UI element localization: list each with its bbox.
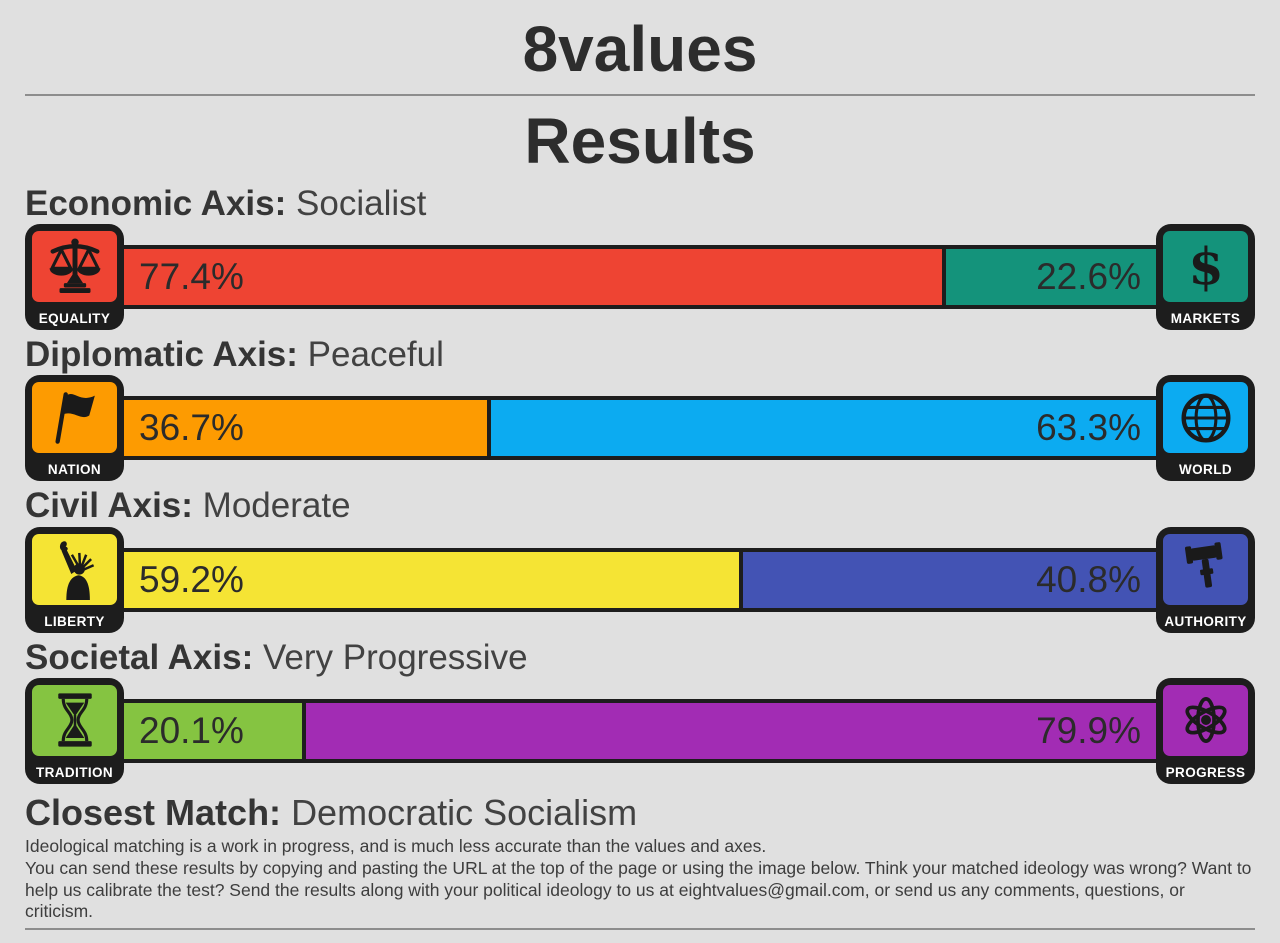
atom-icon [1184,697,1227,744]
nation-label: NATION [47,462,102,478]
markets-label: MARKETS [1170,311,1241,327]
world-icon-panel [1163,382,1248,454]
page-title: 8values [522,13,758,85]
progress-badge: PROGRESS [1156,677,1255,784]
axis-section-economic: Economic Axis: Socialist 77.4% 22.6% [25,184,1255,331]
results-main: Economic Axis: Socialist 77.4% 22.6% [25,184,1255,931]
progress-bar-segment: 79.9% [305,702,1199,759]
title-divider [25,93,1255,96]
flag-icon [54,392,95,444]
axis-heading-economic: Economic Axis: Socialist [25,184,1255,223]
axis-heading-diplomatic: Diplomatic Axis: Peaceful [25,335,1255,374]
dollar-icon: $ [1188,236,1223,296]
diplomatic-bar: 36.7% 63.3% [77,396,1203,461]
axis-section-civil: Civil Axis: Moderate 59.2% 40.8% [25,486,1255,633]
axis-heading-label: Civil Axis: [25,486,193,526]
authority-percent: 40.8% [1036,558,1141,600]
liberty-bar-segment: 59.2% [81,551,743,608]
bottom-divider [25,928,1255,931]
footer-share-instructions: You can send these results by copying an… [25,858,1252,922]
markets-icon-panel: $ [1163,231,1248,303]
footer-disclaimer: Ideological matching is a work in progre… [25,836,767,857]
axis-heading-societal: Societal Axis: Very Progressive [25,638,1255,677]
liberty-percent: 59.2% [139,558,244,600]
progress-label: PROGRESS [1165,764,1246,780]
nation-percent: 36.7% [139,407,244,449]
closest-match-value: Democratic Socialism [291,791,638,833]
equality-icon-panel [32,231,117,303]
axis-bar-row-societal: 20.1% 79.9% [25,677,1255,784]
axis-heading-label: Economic Axis: [25,184,287,224]
closest-match-heading: Closest Match: Democratic Socialism [25,791,1255,833]
scales-icon [49,238,100,293]
markets-percent: 22.6% [1036,256,1141,298]
world-label: WORLD [1179,462,1232,478]
authority-bar-segment: 40.8% [742,551,1199,608]
axis-heading-result: Moderate [202,486,351,526]
equality-bar-segment: 77.4% [81,249,947,306]
authority-icon-panel [1163,533,1248,605]
axis-section-diplomatic: Diplomatic Axis: Peaceful 36.7% 63.3% [25,335,1255,482]
svg-text:$: $ [1188,236,1223,296]
tradition-icon-panel [32,684,117,756]
world-bar-segment: 63.3% [491,400,1199,457]
hourglass-icon [57,693,92,747]
axis-bar-row-diplomatic: 36.7% 63.3% NATION [25,375,1255,482]
axis-heading-result: Socialist [296,184,427,224]
progress-icon-panel [1163,684,1248,756]
authority-badge: AUTHORITY [1156,526,1255,633]
statue-of-liberty-icon [59,541,94,601]
markets-badge: $ MARKETS [1156,224,1255,331]
economic-bar: 77.4% 22.6% [77,245,1203,310]
nation-badge: NATION [25,375,124,482]
axis-section-societal: Societal Axis: Very Progressive 20.1% 79… [25,638,1255,784]
tradition-percent: 20.1% [139,709,244,751]
gavel-icon [1184,542,1223,588]
page-subtitle: Results [524,104,756,177]
axis-bar-row-civil: 59.2% 40.8% [25,526,1255,633]
tradition-label: TRADITION [35,764,114,780]
axis-heading-label: Societal Axis: [25,637,254,677]
axis-heading-civil: Civil Axis: Moderate [25,486,1255,525]
liberty-badge: LIBERTY [25,526,124,633]
equality-percent: 77.4% [139,256,244,298]
equality-label: EQUALITY [38,311,111,327]
progress-percent: 79.9% [1036,709,1141,751]
nation-icon-panel [32,382,117,454]
footer-notes: Ideological matching is a work in progre… [25,836,1255,923]
closest-match-label: Closest Match: [25,791,282,833]
axis-heading-label: Diplomatic Axis: [25,335,298,375]
authority-label: AUTHORITY [1164,613,1247,629]
societal-bar: 20.1% 79.9% [77,698,1203,763]
page-header: 8values Results [25,12,1255,179]
axis-heading-result: Very Progressive [262,637,528,677]
liberty-label: LIBERTY [44,613,105,629]
axis-bar-row-economic: 77.4% 22.6% [25,224,1255,331]
axis-heading-result: Peaceful [307,335,444,375]
liberty-icon-panel [32,533,117,605]
civil-bar: 59.2% 40.8% [77,547,1203,612]
world-badge: WORLD [1156,375,1255,482]
world-percent: 63.3% [1036,407,1141,449]
nation-bar-segment: 36.7% [81,400,492,457]
globe-icon [1181,393,1230,443]
tradition-badge: TRADITION [25,677,124,784]
equality-badge: EQUALITY [25,224,124,331]
